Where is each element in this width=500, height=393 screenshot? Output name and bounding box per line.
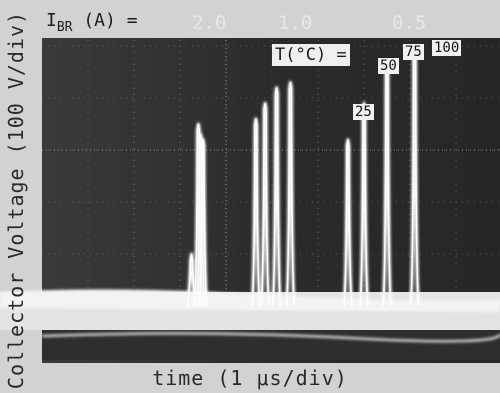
pulse-group-2-core-4 [285, 82, 296, 307]
temperature-tag-1: 25 [353, 104, 374, 120]
pulse-group-1-core-4 [198, 139, 208, 307]
temperature-tag-2: 50 [378, 58, 399, 74]
current-subscript: BR [56, 20, 73, 35]
current-value-1: 2.0 [192, 12, 227, 34]
temperature-tag-4: 100 [432, 40, 462, 56]
baseline-glow [0, 289, 500, 312]
current-value-2: 1.0 [278, 12, 313, 34]
trace-baseline [0, 289, 500, 360]
pulse-group-2-core-1 [251, 118, 261, 307]
pulse-group-2-core-2 [260, 103, 270, 307]
trace-pulses [185, 49, 421, 307]
current-equals: = [126, 10, 138, 31]
pulse-group-3-core-1 [343, 139, 353, 307]
pulse-group-3-core-2 [359, 103, 369, 307]
current-value-3: 0.5 [392, 12, 427, 34]
temperature-legend-title: T(°C) = [272, 44, 350, 66]
pulse-group-2-core-3 [271, 87, 282, 307]
x-axis-label: time (1 μs/div) [152, 366, 348, 390]
temperature-tag-3: 75 [403, 44, 424, 60]
scope-grid [42, 40, 500, 360]
y-axis-label: Collector Voltage (100 V/div) [4, 10, 28, 390]
current-unit: (A) [83, 10, 116, 31]
current-symbol: I [46, 10, 57, 31]
pulse-group-1-core-3 [196, 134, 206, 307]
lower-trace [41, 331, 500, 343]
current-header: IBR (A) = [46, 10, 138, 35]
